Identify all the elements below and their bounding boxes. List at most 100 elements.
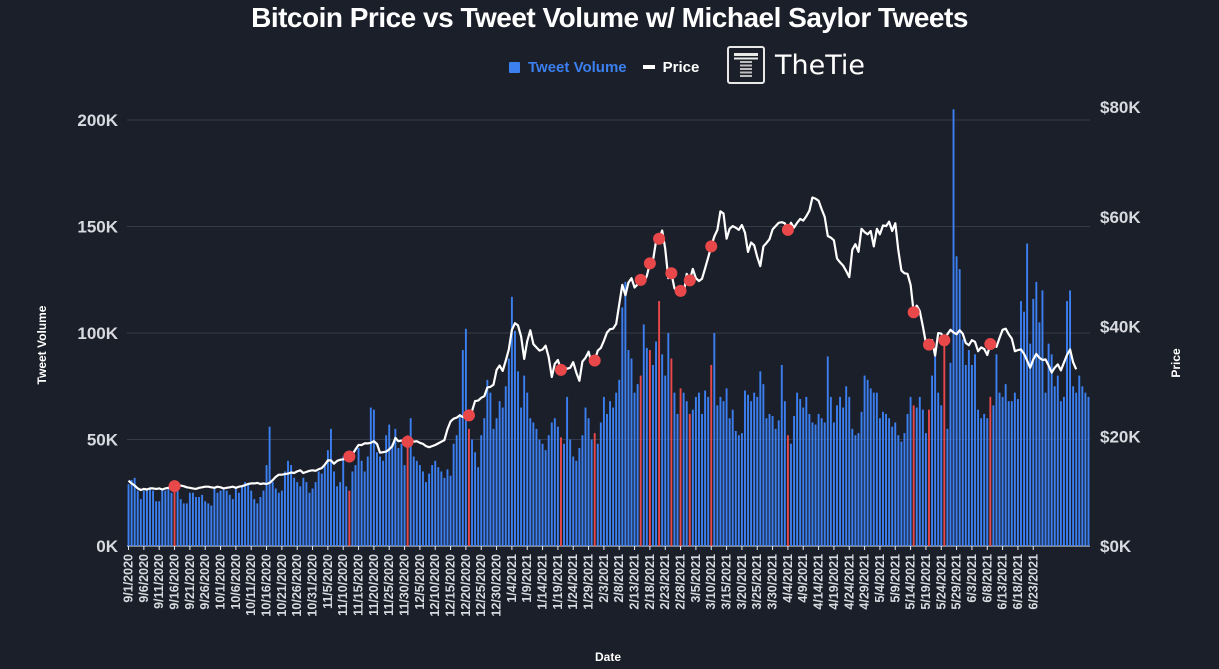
bar-tweet-volume[interactable]: [222, 488, 225, 546]
bar-tweet-volume[interactable]: [329, 428, 332, 546]
bar-tweet-volume[interactable]: [964, 364, 967, 546]
bar-tweet-volume[interactable]: [832, 422, 835, 546]
bar-tweet-volume[interactable]: [434, 460, 437, 546]
bar-tweet-volume[interactable]: [829, 396, 832, 546]
bar-tweet-volume[interactable]: [774, 428, 777, 546]
bar-tweet-volume[interactable]: [866, 379, 869, 546]
bar-tweet-volume[interactable]: [366, 456, 369, 546]
bar-tweet-volume[interactable]: [691, 409, 694, 546]
bar-tweet-volume[interactable]: [750, 401, 753, 546]
bar-tweet-volume[interactable]: [596, 443, 599, 546]
bar-tweet-volume[interactable]: [602, 396, 605, 546]
bar-saylor-tweet-day[interactable]: [593, 433, 596, 546]
bar-tweet-volume[interactable]: [234, 488, 237, 546]
saylor-tweet-marker[interactable]: [462, 409, 475, 422]
bar-tweet-volume[interactable]: [391, 443, 394, 546]
bar-tweet-volume[interactable]: [799, 399, 802, 546]
bar-tweet-volume[interactable]: [636, 384, 639, 546]
bar-tweet-volume[interactable]: [228, 494, 231, 546]
bar-tweet-volume[interactable]: [869, 388, 872, 546]
bar-tweet-volume[interactable]: [863, 375, 866, 546]
bar-tweet-volume[interactable]: [698, 392, 700, 546]
bar-tweet-volume[interactable]: [268, 426, 271, 546]
bar-tweet-volume[interactable]: [311, 488, 314, 546]
bar-tweet-volume[interactable]: [541, 443, 544, 546]
bar-saylor-tweet-day[interactable]: [670, 358, 673, 546]
bar-tweet-volume[interactable]: [1001, 396, 1004, 546]
bar-tweet-volume[interactable]: [262, 490, 265, 546]
bar-tweet-volume[interactable]: [1007, 401, 1010, 546]
bar-tweet-volume[interactable]: [458, 413, 461, 546]
saylor-tweet-marker[interactable]: [653, 232, 666, 245]
bar-tweet-volume[interactable]: [878, 418, 881, 546]
bar-tweet-volume[interactable]: [161, 488, 164, 546]
bar-tweet-volume[interactable]: [771, 416, 774, 546]
bar-tweet-volume[interactable]: [550, 422, 553, 546]
bar-tweet-volume[interactable]: [744, 390, 746, 546]
bar-tweet-volume[interactable]: [694, 396, 697, 546]
bar-tweet-volume[interactable]: [152, 490, 155, 546]
bar-tweet-volume[interactable]: [664, 375, 667, 546]
bar-tweet-volume[interactable]: [1081, 386, 1084, 546]
bar-tweet-volume[interactable]: [811, 422, 814, 546]
bar-tweet-volume[interactable]: [618, 379, 621, 546]
bar-tweet-volume[interactable]: [931, 375, 934, 546]
bar-tweet-volume[interactable]: [544, 450, 547, 546]
bar-tweet-volume[interactable]: [762, 384, 765, 546]
bar-tweet-volume[interactable]: [615, 392, 618, 546]
bar-tweet-volume[interactable]: [655, 341, 657, 546]
bar-tweet-volume[interactable]: [633, 392, 636, 546]
saylor-tweet-marker[interactable]: [634, 273, 647, 286]
bar-tweet-volume[interactable]: [569, 439, 572, 547]
bar-tweet-volume[interactable]: [287, 460, 289, 546]
bar-tweet-volume[interactable]: [351, 471, 354, 546]
bar-tweet-volume[interactable]: [409, 418, 412, 546]
bar-tweet-volume[interactable]: [1075, 392, 1078, 546]
bar-saylor-tweet-day[interactable]: [648, 350, 651, 546]
bar-tweet-volume[interactable]: [839, 396, 842, 546]
bar-tweet-volume[interactable]: [397, 448, 400, 546]
bar-tweet-volume[interactable]: [915, 407, 918, 546]
bar-tweet-volume[interactable]: [961, 339, 964, 546]
bar-tweet-volume[interactable]: [924, 433, 927, 546]
bar-tweet-volume[interactable]: [808, 413, 811, 546]
bar-tweet-volume[interactable]: [314, 482, 317, 546]
bar-saylor-tweet-day[interactable]: [639, 375, 642, 546]
bar-tweet-volume[interactable]: [780, 364, 783, 546]
bar-tweet-volume[interactable]: [1038, 322, 1041, 546]
bar-saylor-tweet-day[interactable]: [943, 343, 946, 546]
bar-tweet-volume[interactable]: [882, 411, 884, 546]
bar-tweet-volume[interactable]: [983, 413, 986, 546]
bar-tweet-volume[interactable]: [290, 465, 293, 546]
bar-tweet-volume[interactable]: [188, 492, 191, 546]
bar-tweet-volume[interactable]: [805, 396, 808, 546]
bar-tweet-volume[interactable]: [191, 492, 194, 546]
bar-tweet-volume[interactable]: [283, 471, 286, 546]
bar-tweet-volume[interactable]: [158, 501, 161, 546]
bar-tweet-volume[interactable]: [305, 482, 308, 546]
bar-tweet-volume[interactable]: [354, 465, 357, 546]
bar-tweet-volume[interactable]: [241, 486, 243, 546]
legend-item-price[interactable]: Price: [642, 59, 699, 76]
bar-tweet-volume[interactable]: [446, 469, 449, 546]
bar-tweet-volume[interactable]: [860, 411, 863, 546]
bar-tweet-volume[interactable]: [210, 505, 213, 546]
saylor-tweet-marker[interactable]: [401, 435, 414, 448]
bar-tweet-volume[interactable]: [621, 307, 624, 546]
bar-tweet-volume[interactable]: [317, 471, 320, 546]
bar-tweet-volume[interactable]: [937, 392, 940, 546]
bar-tweet-volume[interactable]: [1029, 343, 1032, 546]
bar-tweet-volume[interactable]: [400, 443, 403, 546]
bar-tweet-volume[interactable]: [885, 413, 888, 546]
bar-tweet-volume[interactable]: [974, 354, 976, 546]
bar-tweet-volume[interactable]: [176, 490, 179, 546]
bar-tweet-volume[interactable]: [277, 492, 280, 546]
bar-tweet-volume[interactable]: [363, 471, 366, 546]
saylor-tweet-marker[interactable]: [168, 480, 181, 493]
bar-tweet-volume[interactable]: [1047, 343, 1050, 546]
bar-tweet-volume[interactable]: [517, 371, 519, 546]
bar-tweet-volume[interactable]: [1062, 396, 1065, 546]
bar-tweet-volume[interactable]: [489, 392, 492, 546]
bar-tweet-volume[interactable]: [532, 422, 535, 546]
bar-tweet-volume[interactable]: [986, 418, 989, 546]
